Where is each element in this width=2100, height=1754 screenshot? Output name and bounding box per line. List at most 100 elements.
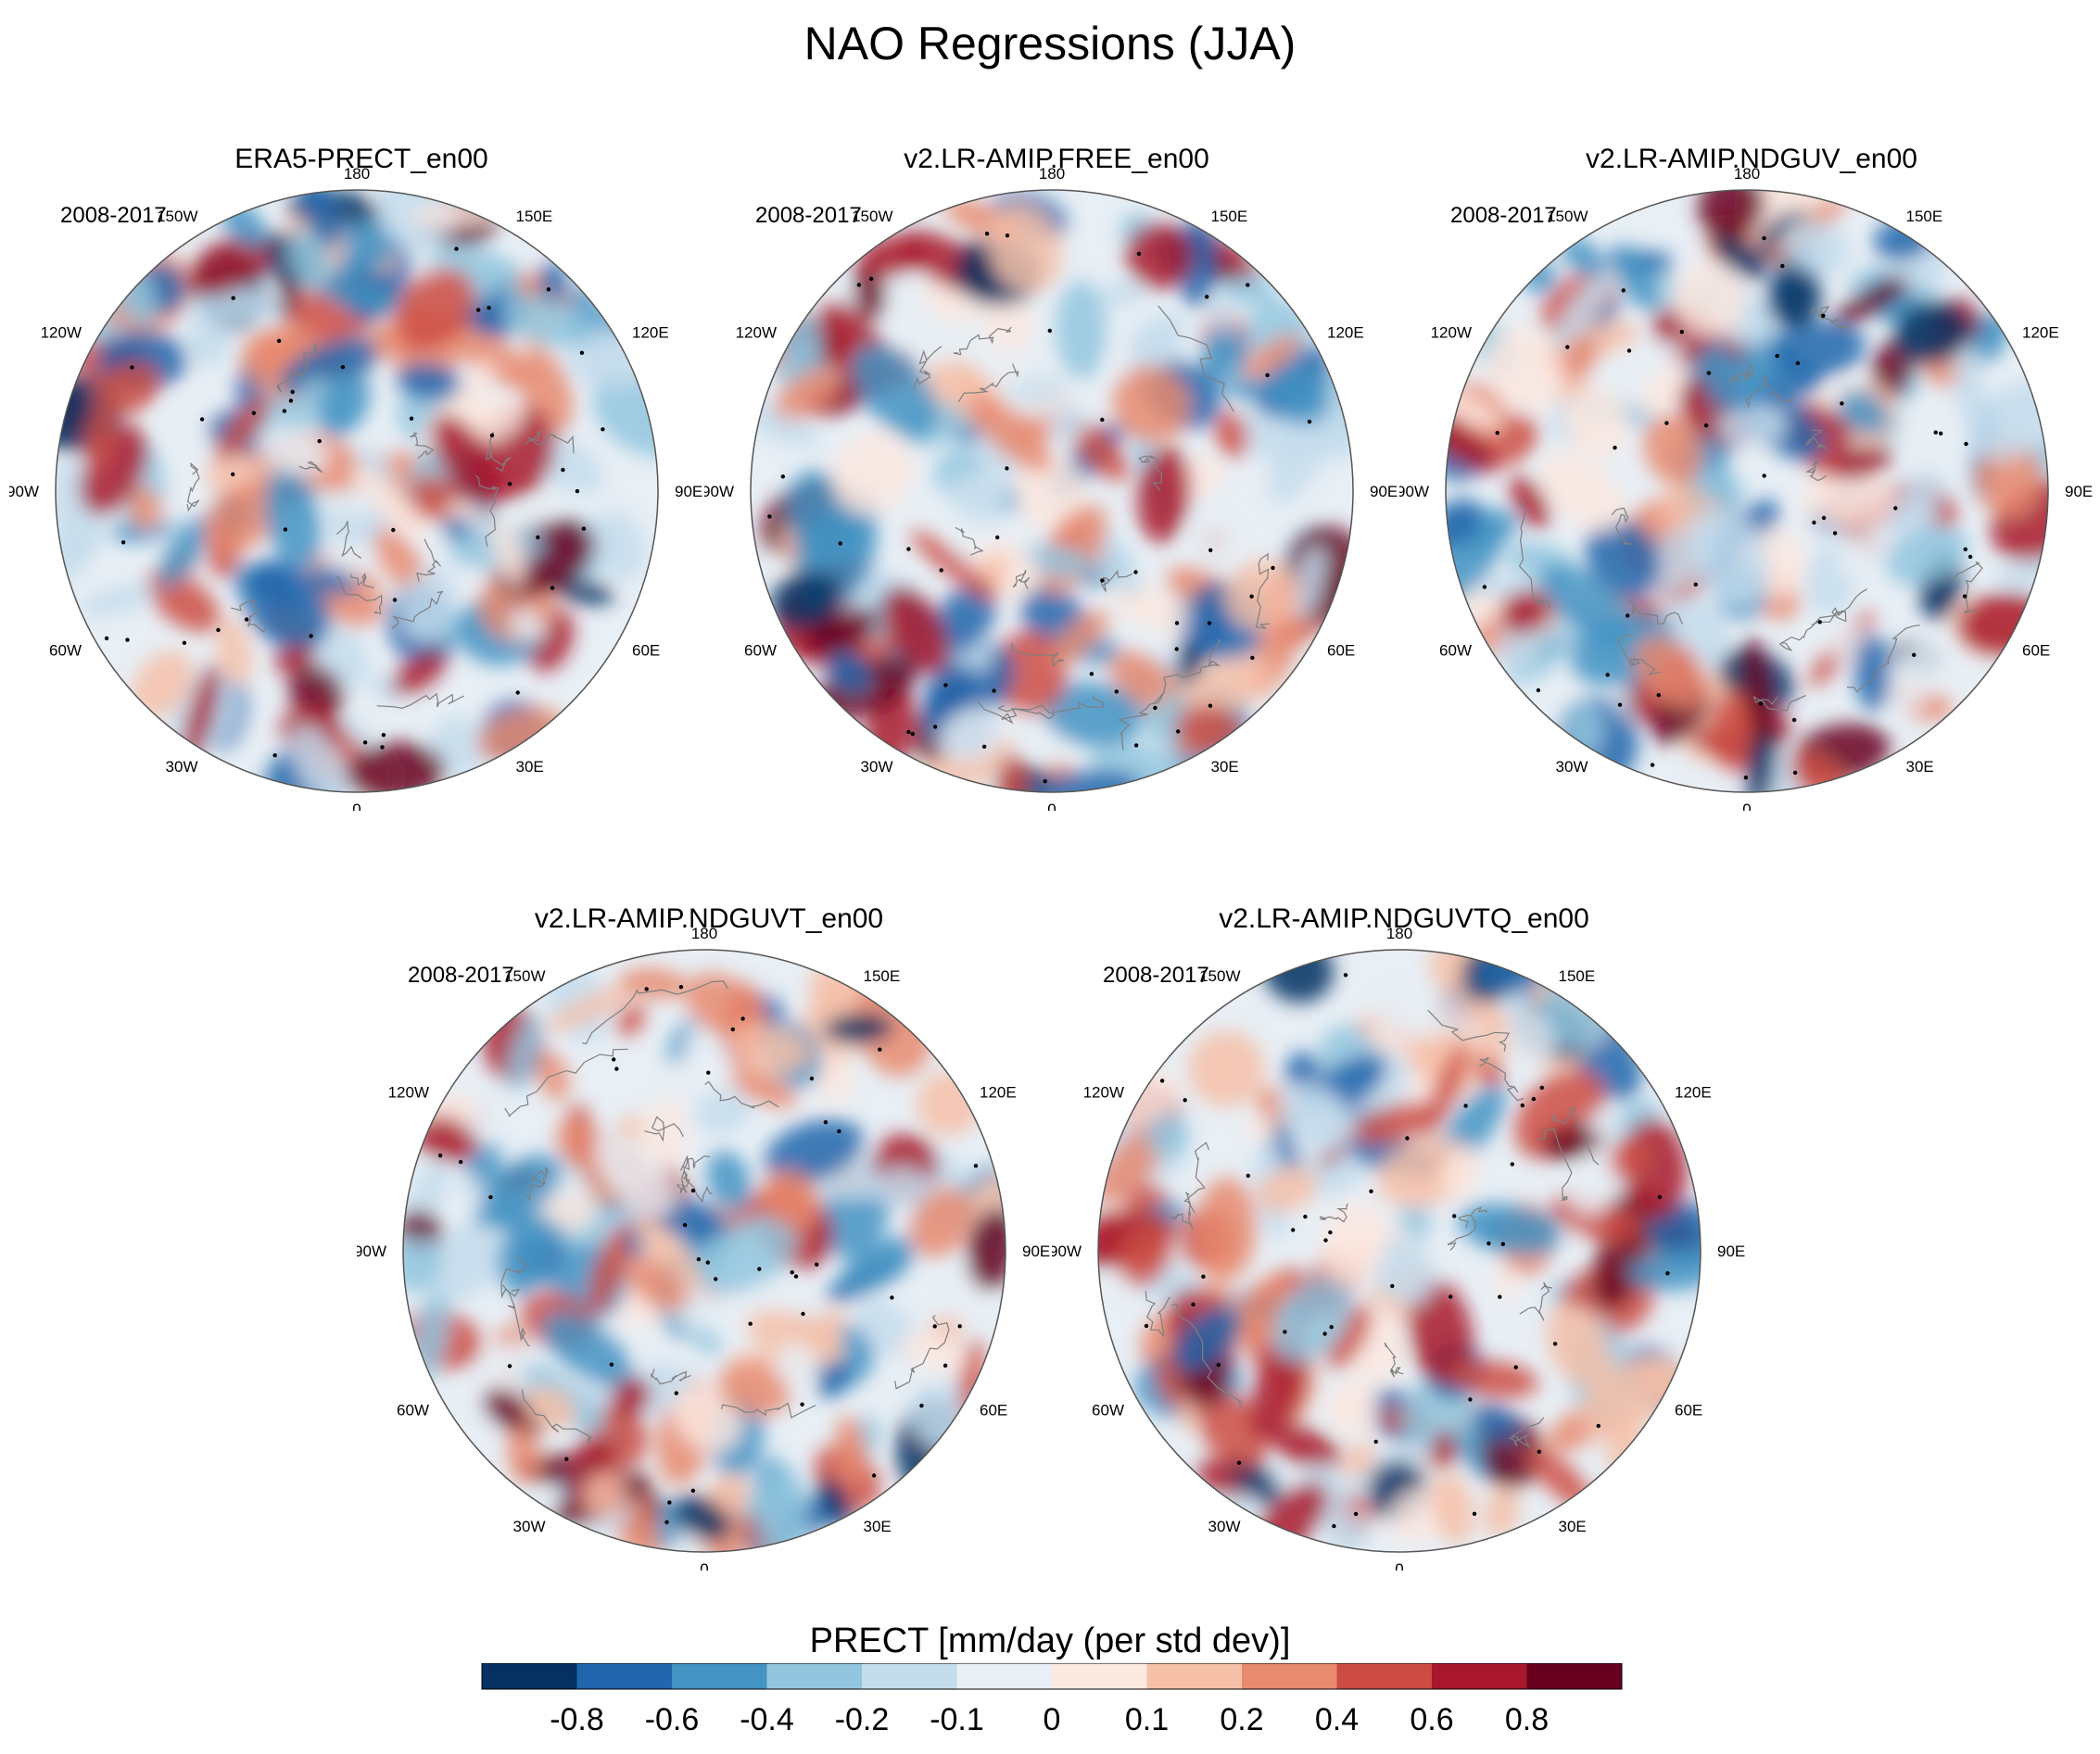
- significance-dot: [454, 246, 459, 251]
- significance-dot: [714, 1277, 718, 1281]
- longitude-label: 0: [352, 801, 361, 811]
- precip-anomaly-blob: [1292, 544, 1327, 620]
- longitude-label: 150E: [1211, 208, 1248, 225]
- coastline: [501, 1284, 530, 1347]
- precip-anomaly-blob: [524, 1385, 576, 1431]
- coastline: [1627, 598, 1683, 625]
- precip-anomaly-blob: [711, 1473, 751, 1514]
- coastline: [231, 599, 269, 633]
- significance-dot: [957, 1324, 962, 1329]
- significance-dot: [1743, 776, 1749, 780]
- coastline: [1519, 1281, 1552, 1321]
- precip-anomaly-blob: [835, 1415, 867, 1484]
- significance-dot: [1174, 647, 1179, 651]
- significance-dot: [1650, 763, 1655, 767]
- colorbar-tick-label: -0.4: [740, 1702, 794, 1737]
- panel-title: v2.LR-AMIP.NDGUVTQ_en00: [1219, 903, 1589, 934]
- precip-anomaly-blob: [751, 393, 821, 448]
- precip-anomaly-blob: [1049, 406, 1087, 443]
- longitude-label: 30W: [861, 758, 893, 776]
- coastline: [977, 700, 1055, 725]
- coastline: [650, 1369, 691, 1385]
- coastline: [1012, 569, 1031, 590]
- colorbar-tick-label: -0.6: [645, 1702, 700, 1737]
- longitude-label: 120E: [2022, 324, 2059, 342]
- significance-dot: [1468, 1397, 1473, 1402]
- longitude-label: 150E: [864, 967, 901, 985]
- precip-anomaly-blob: [1538, 453, 1626, 531]
- significance-dot: [1329, 1325, 1334, 1330]
- coastline: [894, 1315, 950, 1390]
- significance-dot: [790, 1270, 794, 1275]
- significance-dot: [1250, 655, 1255, 661]
- coastline: [524, 430, 575, 454]
- precip-anomaly-blob: [987, 203, 1062, 293]
- precip-anomaly-blob: [1833, 276, 1910, 325]
- precip-anomaly-blob: [1510, 475, 1550, 529]
- significance-dot: [1520, 1103, 1524, 1108]
- precip-anomaly-blob: [1550, 266, 1618, 351]
- colorbar-swatch: [1146, 1663, 1243, 1689]
- longitude-label: 120W: [388, 1084, 429, 1102]
- colorbar-tick-label: -0.1: [930, 1702, 984, 1737]
- significance-dot: [1207, 621, 1212, 625]
- precip-anomaly-blob: [1325, 1304, 1373, 1370]
- significance-dot: [309, 634, 313, 638]
- precip-anomaly-blob: [1203, 329, 1247, 374]
- precip-anomaly-blob: [1430, 1430, 1456, 1470]
- coastline: [504, 1048, 628, 1117]
- significance-dot: [288, 398, 294, 403]
- precip-anomaly-blob: [216, 618, 252, 686]
- precip-anomaly-blob: [1446, 408, 1499, 473]
- significance-dot: [550, 586, 555, 590]
- precip-anomaly-blob: [1545, 1304, 1612, 1389]
- significance-dot: [995, 535, 1000, 540]
- coastline: [298, 461, 323, 473]
- precip-anomaly-blob: [1689, 469, 1746, 502]
- precip-anomaly-blob: [996, 753, 1027, 792]
- coastline: [1810, 306, 1849, 329]
- significance-dot: [1153, 705, 1158, 711]
- significance-dot: [1821, 515, 1827, 521]
- significance-dot: [1513, 1365, 1518, 1369]
- significance-dot: [1322, 1331, 1327, 1336]
- longitude-label: 120W: [1431, 324, 1472, 342]
- significance-dot: [1792, 770, 1798, 776]
- coastline: [474, 474, 500, 548]
- significance-dot: [1500, 1242, 1505, 1246]
- significance-dot: [1536, 688, 1541, 693]
- map-border: [55, 189, 659, 793]
- coastline: [1729, 364, 1755, 385]
- longitude-label: 30E: [1559, 1518, 1587, 1535]
- significance-dot: [1144, 1323, 1149, 1329]
- longitude-label: 90E: [1370, 483, 1398, 500]
- significance-dot: [1939, 431, 1943, 435]
- significance-dot: [906, 729, 911, 735]
- polar-map: 180 150E 120E 90E 60E 30E 0 30W 60W 90W 120W 150W: [1399, 165, 2093, 811]
- precip-anomaly-blob: [538, 1052, 569, 1101]
- longitude-label: 30W: [1556, 758, 1588, 776]
- precip-anomaly-blob: [1221, 274, 1277, 306]
- significance-dot: [489, 433, 495, 437]
- coastline: [644, 1116, 684, 1142]
- colorbar-swatch: [766, 1663, 863, 1689]
- precip-anomaly-blob: [1704, 357, 1768, 411]
- significance-dot: [1303, 1214, 1308, 1219]
- longitude-label: 0: [700, 1560, 708, 1571]
- precip-anomaly-blob: [403, 1235, 442, 1293]
- colorbar-swatch: [576, 1663, 673, 1689]
- precip-anomaly-blob: [400, 566, 457, 641]
- precip-anomaly-blob: [1588, 341, 1685, 387]
- longitude-label: 0: [1395, 1560, 1403, 1571]
- longitude-label: 60E: [980, 1402, 1007, 1420]
- precip-anomaly-blob: [1743, 637, 1772, 741]
- precip-anomaly-blob: [429, 716, 491, 776]
- precip-anomaly-blob: [1171, 1305, 1242, 1373]
- precip-anomaly-blob: [1471, 1404, 1520, 1442]
- precip-anomaly-blob: [56, 531, 92, 584]
- significance-dot: [815, 1262, 819, 1267]
- precip-anomaly-blob: [1688, 507, 1769, 607]
- significance-dot: [561, 467, 565, 473]
- coastline: [1458, 1206, 1488, 1229]
- precip-anomaly-blob: [1366, 983, 1465, 1040]
